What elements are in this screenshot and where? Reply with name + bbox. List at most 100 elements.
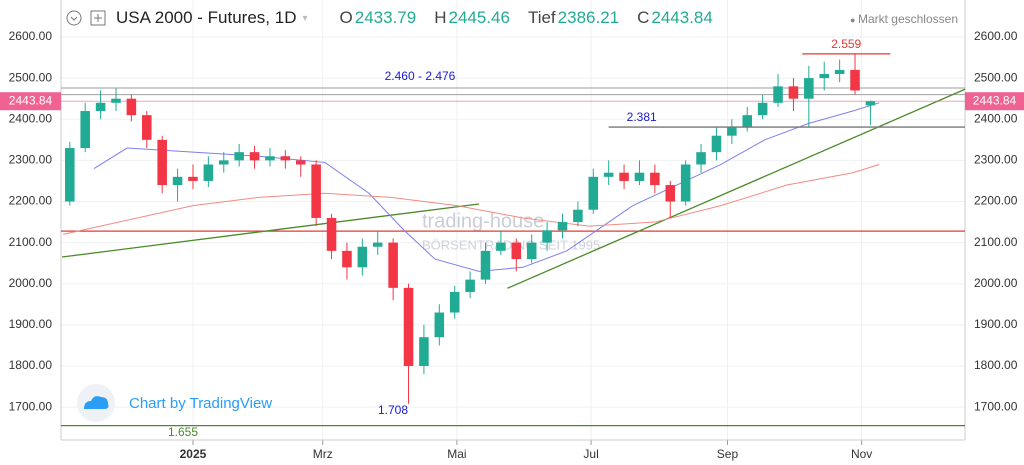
y-tick-label: 2300.00 [9,153,53,167]
candle-body [95,102,106,112]
candle-body [65,148,75,202]
candle-body [142,115,152,140]
candle-body [449,291,460,313]
ohlc-value: 2443.84 [651,8,713,27]
ohlc-value: 2445.46 [448,8,510,27]
x-tick-label: Nov [851,447,872,461]
candle-body [295,160,306,165]
candle-body [234,152,244,161]
market-status-text: Markt geschlossen [857,12,958,26]
price-box-label: 2443.84 [9,93,53,107]
candle-body [742,115,753,128]
ohlc-label: C [637,8,650,27]
candle-body [773,86,783,103]
ohlc-value: 2386.21 [557,8,620,27]
candle-body [834,69,845,75]
candle-body [865,101,876,106]
x-tick-label: Mai [447,447,466,461]
y-tick-label: 2500.00 [9,70,53,84]
candle-body [757,102,768,116]
x-tick-label: Mrz [313,447,333,461]
candle-body [357,246,368,268]
moving-average [63,164,880,235]
trend-line [507,88,966,289]
candle-body [80,111,90,149]
credit-logo-cloud [84,396,109,409]
y-tick-label-right: 2100.00 [974,235,1018,249]
y-tick-label-right: 2000.00 [974,276,1018,290]
x-tick-label: Jul [583,447,598,461]
y-tick-label-right: 2300.00 [974,153,1018,167]
candle-body [711,135,722,153]
candle-body [188,176,198,181]
watermark-sub: BÖRSENTRADING SEIT 1995 [422,237,600,252]
credit-text: Chart by TradingView [129,395,272,412]
candle-body [465,279,475,292]
candle-body [634,172,645,181]
ohlc-label: O [339,8,353,27]
candle-body [496,242,506,251]
candle-body [172,176,183,186]
candle-body [727,127,737,136]
trend-line [62,203,479,258]
annotation-label: 2.559 [831,37,861,51]
y-tick-label-right: 1700.00 [974,399,1018,413]
candle-body [696,152,706,165]
price-box-label: 2443.84 [973,93,1017,107]
candle-body [111,98,121,103]
y-tick-label-right: 2200.00 [974,194,1018,208]
candle-body [511,242,522,260]
candle-body [218,160,229,165]
y-tick-label-right: 2600.00 [974,29,1018,43]
candle-body [850,69,860,91]
candle-body [650,172,660,186]
candle-body [665,185,676,202]
y-tick-label-right: 1900.00 [974,317,1018,331]
y-tick-label-right: 2500.00 [974,70,1018,84]
dropdown-caret[interactable]: ▾ [302,12,308,24]
candle-body [788,86,799,99]
y-tick-label-right: 1800.00 [974,358,1018,372]
candle-body [526,242,537,260]
y-tick-label: 2600.00 [9,29,53,43]
candle-body [619,172,629,181]
y-tick-label: 2400.00 [9,111,53,125]
x-tick-label: Sep [717,447,739,461]
y-tick-label: 1700.00 [9,399,53,413]
candle-body [434,312,445,338]
candle-body [126,98,137,116]
y-tick-label-right: 2400.00 [974,111,1018,125]
y-tick-label: 2200.00 [9,194,53,208]
candle-body [342,250,352,268]
candle-body [311,164,321,218]
y-tick-label: 2000.00 [9,276,53,290]
candle-body [573,209,583,223]
candle-body [819,74,830,79]
candle-body [680,164,691,202]
tradingview-credit: Chart by TradingView [77,384,272,422]
candle-body [557,222,568,231]
candle-body [480,250,491,280]
annotation-label: 1.655 [168,425,198,439]
ohlc-label: H [434,8,447,27]
candle-body [588,176,599,210]
candle-body [280,156,291,161]
annotation-label: 2.381 [627,110,657,124]
candle-body [403,287,414,366]
x-tick-label: 2025 [180,447,207,461]
chart-header: USA 2000 - Futures, 1D ▾ O 2433.79 H 2445.… [66,8,713,28]
ohlc-value: 2433.79 [354,8,417,27]
symbol-title: USA 2000 - Futures, 1D [116,8,297,27]
zone-label: 2.460 - 2.476 [385,69,456,83]
candle-body [265,156,275,161]
candle-body [249,152,260,161]
y-tick-label: 2100.00 [9,235,53,249]
candle-body [326,217,337,251]
candle-body [372,242,383,247]
candle-body [804,78,814,99]
y-tick-label: 1800.00 [9,358,53,372]
candle-body [157,139,167,186]
header-icons[interactable] [66,9,110,27]
